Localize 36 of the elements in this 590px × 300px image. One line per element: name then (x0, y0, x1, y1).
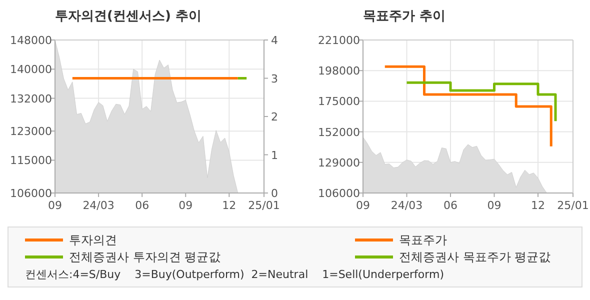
y-tick-label: 152000 (318, 126, 360, 139)
x-tick-label: 25/01 (557, 199, 589, 212)
y2-tick-label: 2 (271, 110, 278, 124)
legend-label: 전체증권사 투자의견 평균값 (69, 250, 221, 264)
y2-tick-label: 0 (271, 187, 278, 200)
y-tick-label: 106000 (10, 187, 52, 200)
x-tick-label: 09 (487, 199, 502, 212)
y-tick-label: 106000 (318, 187, 360, 200)
x-tick-label: 25/01 (248, 199, 280, 212)
y2-tick-label: 4 (271, 34, 278, 47)
y-tick-label: 221000 (318, 34, 360, 47)
x-tick-label: 09 (178, 199, 193, 212)
x-tick-label: 06 (135, 199, 150, 212)
y-tick-label: 140000 (10, 63, 52, 76)
y2-tick-label: 1 (271, 148, 278, 162)
y-tick-label: 198000 (318, 64, 360, 78)
legend-label: 전체증권사 목표주가 평균값 (399, 250, 551, 264)
x-tick-label: 09 (48, 199, 62, 212)
x-tick-label: 12 (222, 199, 236, 212)
x-tick-label: 09 (356, 199, 370, 212)
x-tick-label: 06 (444, 199, 458, 212)
y2-tick-label: 3 (271, 72, 278, 86)
legend-label: 투자의견 (69, 233, 117, 247)
y-tick-label: 115000 (10, 154, 52, 168)
chart-title: 목표주가 추이 (363, 9, 446, 24)
legend-label: 목표주가 (399, 233, 447, 247)
y-tick-label: 132000 (10, 92, 52, 106)
chart-title: 투자의견(컨센서스) 추이 (55, 9, 202, 24)
y-tick-label: 175000 (318, 95, 360, 108)
x-tick-label: 12 (531, 199, 545, 212)
y-tick-label: 123000 (10, 125, 52, 138)
x-tick-label: 24/03 (390, 199, 423, 212)
text: 컨센서스:4=S/Buy 3=Buy(Outperform) 2=Neutral 1=Sell(Underperform) (25, 268, 444, 281)
y-tick-label: 129000 (318, 156, 360, 170)
y-tick-label: 148000 (10, 34, 52, 47)
x-tick-label: 24/03 (82, 199, 114, 212)
